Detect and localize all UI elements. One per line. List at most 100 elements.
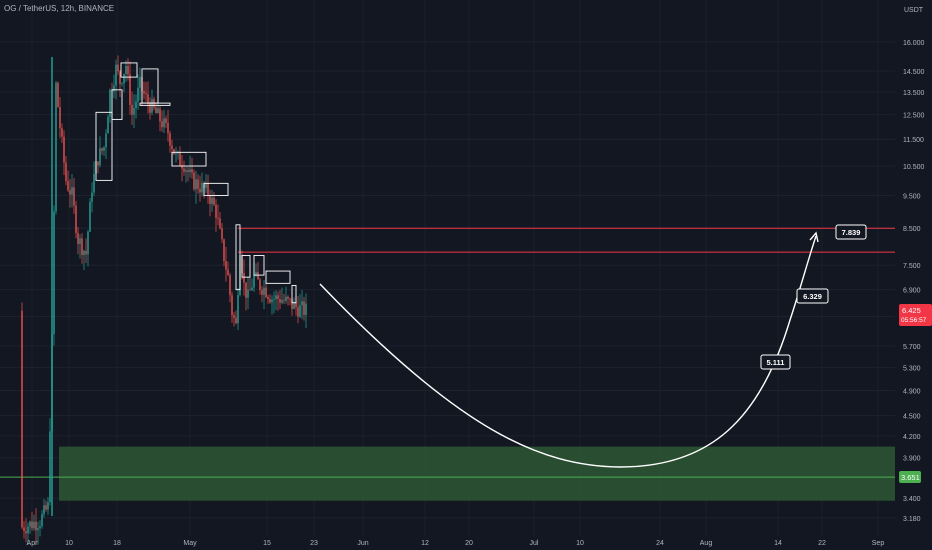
candle-body	[211, 197, 213, 204]
candle-body	[285, 296, 287, 301]
y-tick-label: 10.500	[903, 164, 925, 171]
candle-body	[79, 238, 81, 244]
candle-body	[271, 299, 273, 303]
x-tick-label: 20	[465, 540, 473, 547]
candle-body	[213, 197, 215, 205]
candle-body	[209, 195, 211, 204]
candle-body	[197, 179, 199, 189]
candle-body	[45, 505, 47, 510]
candle-body	[65, 162, 67, 182]
candle-body	[269, 298, 271, 303]
y-tick-label: 12.500	[903, 113, 925, 120]
pattern-box	[139, 102, 171, 106]
y-tick-label: 5.300	[903, 365, 921, 372]
candle-body	[273, 299, 275, 300]
candle-body	[135, 101, 137, 109]
x-tick-label: 22	[818, 540, 826, 547]
candle-body	[123, 73, 125, 84]
candle-body	[215, 204, 217, 218]
target-label-box	[760, 354, 791, 370]
x-tick-label: 10	[65, 540, 73, 547]
candle-body	[221, 228, 223, 240]
candle-body	[71, 187, 73, 195]
candle-body	[175, 153, 177, 155]
x-tick-label: Apr	[27, 540, 39, 547]
pattern-box	[95, 111, 113, 181]
y-tick-label: 3.180	[903, 516, 921, 523]
candle-body	[255, 272, 257, 275]
candle-body	[93, 173, 95, 193]
candle-body	[177, 152, 179, 154]
candle-body	[265, 287, 267, 298]
candle-body	[35, 521, 37, 531]
candle-body	[83, 250, 85, 256]
candle-body	[47, 502, 49, 510]
candle-body	[281, 300, 283, 303]
candle-body	[233, 315, 235, 318]
candle-body	[225, 261, 227, 270]
y-tick-label: 7.500	[903, 263, 921, 270]
projection-arrow-head-icon	[809, 231, 819, 243]
candle-body	[173, 149, 175, 155]
candle-body	[61, 128, 63, 137]
candle-body	[143, 90, 145, 94]
candle-body	[185, 170, 187, 172]
y-tick-label: 11.500	[903, 137, 924, 144]
candle-body	[131, 104, 133, 115]
y-tick-label: 16.000	[903, 40, 925, 47]
candle-body	[299, 305, 301, 317]
candle-body	[253, 274, 255, 288]
candle-body	[259, 279, 261, 290]
x-tick-label: Aug	[700, 540, 713, 547]
candle-body	[237, 295, 239, 324]
candle-body	[251, 287, 253, 291]
candle-body	[161, 121, 163, 128]
x-tick-label: 24	[656, 540, 664, 547]
candle-body	[115, 64, 117, 86]
candle-body	[57, 82, 59, 107]
candle-body	[39, 526, 41, 529]
candle-body	[67, 181, 69, 191]
x-tick-label: 14	[774, 540, 782, 547]
candle-body	[63, 136, 65, 163]
candle-body	[279, 298, 281, 303]
candle-body	[183, 168, 185, 172]
candle-body	[43, 505, 45, 515]
candle-body	[109, 89, 111, 117]
support-zone	[59, 446, 895, 501]
target-label: 7.839	[842, 228, 861, 237]
candle-body	[287, 296, 289, 299]
x-tick-label: 12	[421, 540, 429, 547]
candle-body	[25, 531, 27, 534]
candle-body	[243, 273, 245, 283]
pattern-box	[171, 151, 207, 167]
projection-curve	[319, 235, 817, 468]
candle-body	[125, 65, 127, 74]
pattern-box	[111, 89, 123, 120]
candle-body	[247, 289, 249, 298]
candle-body	[119, 71, 121, 84]
candle-body	[235, 317, 237, 324]
candle-body	[229, 275, 231, 296]
candle-body	[155, 107, 157, 114]
candle-body	[257, 272, 259, 280]
y-tick-label: 14.500	[903, 69, 925, 76]
candle-body	[87, 231, 89, 255]
candle-body	[103, 147, 105, 151]
candle-body	[89, 201, 91, 232]
candle-body	[295, 302, 297, 308]
candle-body	[117, 64, 119, 72]
candle-body	[91, 192, 93, 202]
y-tick-label: 8.500	[903, 226, 921, 233]
candle-body	[167, 122, 169, 134]
candle-body	[113, 85, 115, 92]
target-label-box	[796, 288, 829, 304]
candle-body	[69, 190, 71, 195]
candle-body	[49, 431, 51, 503]
candle-body	[207, 182, 209, 196]
candle-body	[59, 106, 61, 129]
candle-body	[187, 170, 189, 172]
y-tick-label: 9.500	[903, 193, 921, 200]
candle-body	[149, 102, 151, 113]
